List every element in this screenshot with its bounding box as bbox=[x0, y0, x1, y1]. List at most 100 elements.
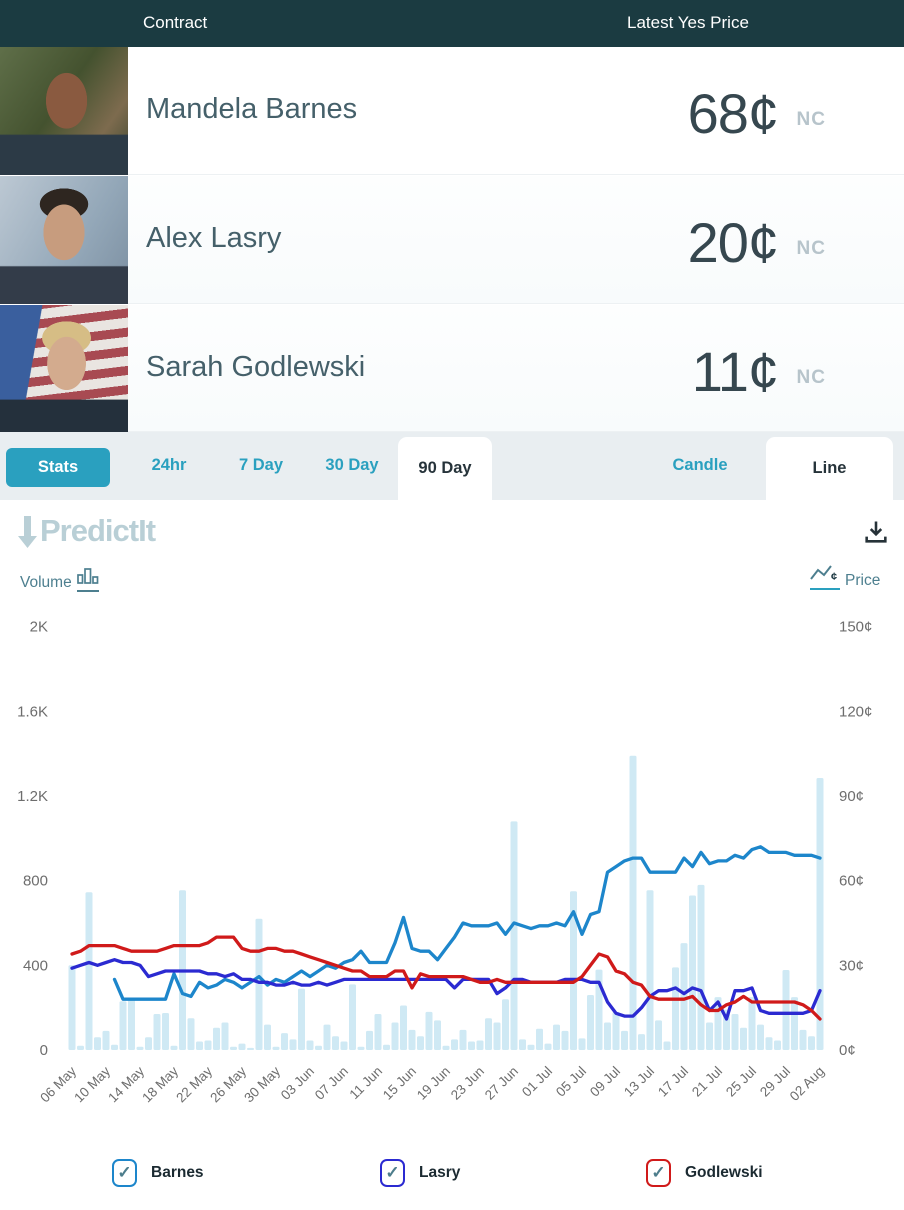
volume-bar bbox=[145, 1037, 152, 1050]
price-toggle-label: Price bbox=[845, 572, 881, 589]
volume-toggle-label: Volume bbox=[20, 574, 72, 591]
volume-bar bbox=[136, 1046, 144, 1050]
volume-bar bbox=[655, 1020, 662, 1050]
volume-bar bbox=[204, 1040, 212, 1050]
predictit-logo-arrow-icon bbox=[18, 516, 37, 548]
volume-bar bbox=[289, 1039, 297, 1050]
volume-bar bbox=[723, 1009, 730, 1050]
svg-text:400: 400 bbox=[23, 957, 48, 974]
volume-bar bbox=[162, 1013, 169, 1050]
volume-bar bbox=[332, 1036, 339, 1050]
svg-text:07 Jun: 07 Jun bbox=[312, 1064, 351, 1103]
volume-bar bbox=[77, 1045, 84, 1050]
volume-bar bbox=[281, 1033, 288, 1050]
candidate-name: Mandela Barnes bbox=[146, 93, 358, 125]
volume-bar bbox=[799, 1029, 807, 1050]
svg-text:22 May: 22 May bbox=[173, 1063, 215, 1105]
legend-item-godlewski[interactable]: ✓ Godlewski bbox=[646, 1159, 763, 1187]
volume-bar bbox=[689, 895, 696, 1050]
lasry-checkbox[interactable]: ✓ bbox=[380, 1159, 405, 1187]
volume-bar bbox=[196, 1041, 203, 1050]
price-change-badge: NC bbox=[796, 109, 826, 130]
volume-bar bbox=[187, 1018, 195, 1050]
volume-bar bbox=[272, 1046, 280, 1050]
tab-7-day[interactable]: 7 Day bbox=[238, 456, 284, 474]
volume-bar bbox=[468, 1041, 475, 1050]
svg-text:18 May: 18 May bbox=[139, 1063, 181, 1105]
svg-text:¢: ¢ bbox=[831, 571, 837, 582]
legend-label: Godlewski bbox=[685, 1164, 763, 1181]
contract-row-barnes[interactable]: Mandela Barnes 68¢ NC bbox=[0, 47, 904, 175]
volume-bar bbox=[791, 997, 798, 1050]
svg-text:15 Jun: 15 Jun bbox=[380, 1064, 419, 1103]
contract-column-header: Contract bbox=[143, 13, 208, 32]
volume-bar bbox=[544, 1043, 552, 1050]
candidate-photo-barnes bbox=[0, 47, 128, 175]
tab-30-day[interactable]: 30 Day bbox=[325, 456, 379, 474]
legend-item-barnes[interactable]: ✓ Barnes bbox=[112, 1159, 204, 1187]
volume-bar bbox=[213, 1027, 220, 1050]
godlewski-price-line bbox=[70, 935, 822, 1021]
contract-row-lasry[interactable]: Alex Lasry 20¢ NC bbox=[0, 176, 904, 304]
svg-text:10 May: 10 May bbox=[71, 1063, 113, 1105]
price-line-icon: ¢ bbox=[810, 564, 840, 590]
volume-bar bbox=[128, 999, 135, 1050]
volume-bar bbox=[442, 1045, 450, 1050]
volume-bars bbox=[68, 755, 824, 1050]
volume-bar bbox=[94, 1037, 101, 1050]
godlewski-checkbox[interactable]: ✓ bbox=[646, 1159, 671, 1187]
volume-bar bbox=[485, 1018, 492, 1050]
svg-text:0¢: 0¢ bbox=[839, 1042, 856, 1059]
volume-bar bbox=[459, 1029, 467, 1050]
price-change-badge: NC bbox=[796, 367, 826, 388]
volume-bar bbox=[340, 1041, 348, 1050]
barnes-checkbox[interactable]: ✓ bbox=[112, 1159, 137, 1187]
svg-text:23 Jun: 23 Jun bbox=[448, 1064, 487, 1103]
volume-bar bbox=[502, 999, 509, 1050]
candidate-photo-godlewski bbox=[0, 305, 128, 432]
volume-bar bbox=[400, 1005, 407, 1050]
tab-line-active[interactable]: Line bbox=[766, 437, 893, 500]
svg-text:26 May: 26 May bbox=[207, 1063, 249, 1105]
tab-candle[interactable]: Candle bbox=[672, 456, 728, 474]
svg-text:14 May: 14 May bbox=[105, 1063, 147, 1105]
svg-text:60¢: 60¢ bbox=[839, 873, 864, 890]
chart-legend: ✓ Barnes ✓ Lasry ✓ Godlewski bbox=[0, 1135, 904, 1210]
svg-text:150¢: 150¢ bbox=[839, 619, 872, 636]
volume-bar bbox=[527, 1044, 535, 1050]
volume-bar bbox=[765, 1037, 773, 1050]
latest-yes-price: 68¢ bbox=[687, 82, 779, 145]
legend-item-lasry[interactable]: ✓ Lasry bbox=[380, 1159, 460, 1187]
volume-bar bbox=[587, 995, 594, 1050]
volume-bar bbox=[221, 1022, 229, 1050]
volume-toggle[interactable]: Volume bbox=[20, 567, 99, 592]
volume-bar bbox=[85, 892, 93, 1050]
price-change-badge: NC bbox=[796, 238, 826, 259]
volume-bar bbox=[816, 778, 824, 1050]
volume-bar bbox=[646, 890, 654, 1050]
latest-yes-price: 20¢ bbox=[687, 211, 779, 274]
volume-bar bbox=[408, 1029, 416, 1050]
download-chart-button[interactable] bbox=[860, 518, 892, 548]
volume-bar bbox=[774, 1040, 781, 1050]
volume-bar bbox=[315, 1045, 322, 1050]
volume-bar bbox=[519, 1039, 526, 1050]
price-toggle[interactable]: ¢ Price bbox=[810, 564, 880, 590]
volume-bar bbox=[638, 1034, 645, 1050]
stats-button[interactable]: Stats bbox=[6, 448, 110, 487]
contract-row-godlewski[interactable]: Sarah Godlewski 11¢ NC bbox=[0, 305, 904, 432]
volume-bar bbox=[391, 1022, 399, 1050]
volume-bar bbox=[68, 965, 76, 1050]
volume-bar bbox=[663, 1041, 671, 1050]
tab-90-day-active[interactable]: 90 Day bbox=[398, 437, 492, 500]
svg-text:21 Jul: 21 Jul bbox=[689, 1064, 725, 1100]
chart-toolbar: Stats 24hr 7 Day 30 Day 90 Day Candle Li… bbox=[0, 432, 904, 500]
volume-bar bbox=[119, 1001, 127, 1050]
svg-text:0: 0 bbox=[40, 1042, 48, 1059]
contracts-table-header: Contract Latest Yes Price bbox=[0, 0, 904, 47]
download-icon bbox=[865, 521, 887, 543]
volume-bar bbox=[366, 1030, 373, 1050]
volume-bar bbox=[476, 1040, 484, 1050]
tab-24hr[interactable]: 24hr bbox=[151, 456, 187, 474]
